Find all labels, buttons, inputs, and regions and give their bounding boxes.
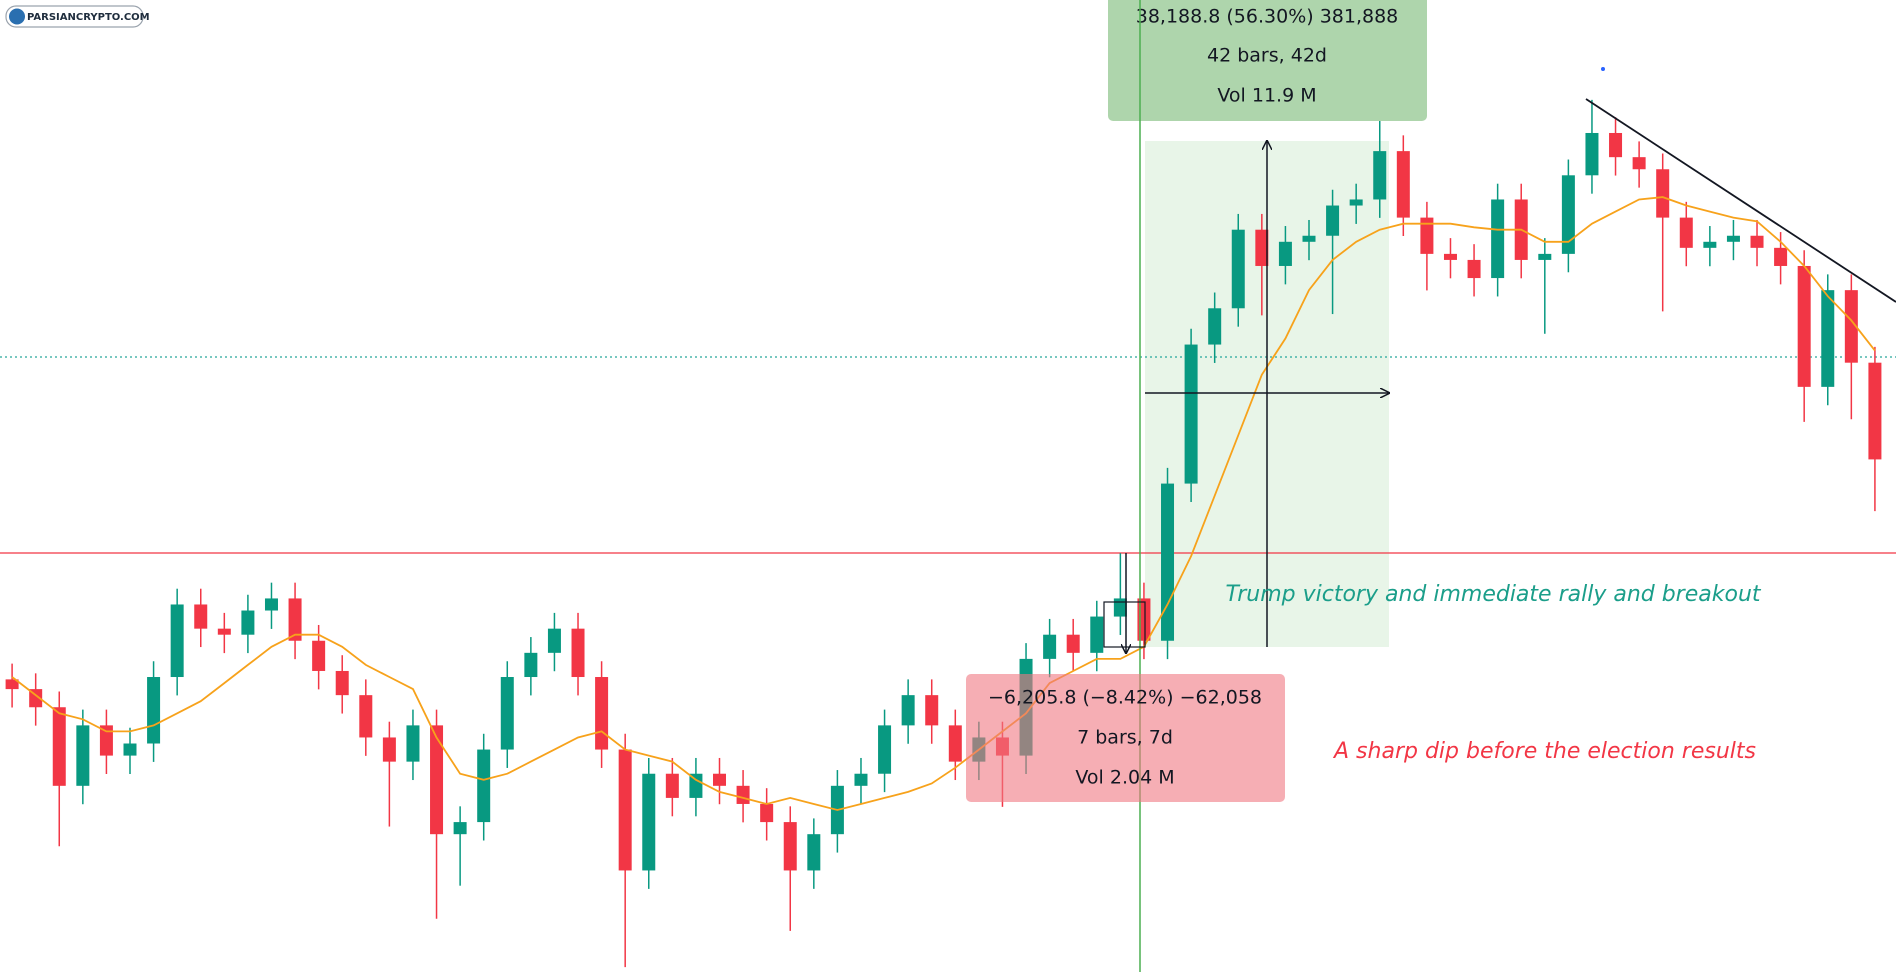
candle-body <box>948 725 962 762</box>
measure-box-up <box>1108 0 1427 121</box>
candle-body <box>1396 151 1410 218</box>
candle-body <box>1349 199 1363 206</box>
candle-body <box>76 725 90 786</box>
candle-body <box>194 604 208 629</box>
candle-body <box>1326 205 1340 236</box>
marker-dot <box>1601 67 1605 71</box>
measure-text: 38,188.8 (56.30%) 381,888 <box>1136 6 1399 28</box>
measure-text: Vol 11.9 M <box>1217 85 1316 107</box>
candle-body <box>1679 217 1693 248</box>
candle-body <box>1373 151 1387 200</box>
candle-body <box>1656 169 1670 218</box>
annotation: Trump victory and immediate rally and br… <box>1225 582 1761 607</box>
candle-body <box>807 834 821 871</box>
annotation: A sharp dip before the election results <box>1332 739 1756 764</box>
candle-body <box>477 749 491 823</box>
trend-line <box>1585 98 1896 303</box>
watermark: PARSIANCRYPTO.COM <box>27 12 150 23</box>
candle-body <box>1726 235 1740 242</box>
candle-body <box>1278 241 1292 266</box>
candle-body <box>1420 217 1434 254</box>
ma-line <box>11 196 1876 811</box>
candle-body <box>571 628 585 678</box>
candle-body <box>1161 483 1175 641</box>
candle-body <box>1231 229 1245 309</box>
measure-text: 42 bars, 42d <box>1207 45 1327 67</box>
candle-body <box>736 785 750 804</box>
candle-body <box>1538 253 1552 260</box>
candle-body <box>1844 290 1858 363</box>
candle-body <box>1066 634 1080 653</box>
measure-box-down <box>966 674 1285 802</box>
candle-body <box>1750 235 1764 248</box>
watermark-logo <box>9 8 25 25</box>
candle-body <box>689 773 703 798</box>
candle-body <box>595 677 609 750</box>
candle-body <box>241 610 255 635</box>
candle-body <box>618 749 632 871</box>
candle-body <box>288 598 302 641</box>
candle-body <box>335 670 349 696</box>
candle-body <box>1113 598 1127 617</box>
moving-average <box>11 196 1876 811</box>
candle-body <box>264 598 278 611</box>
candle-body <box>713 773 726 786</box>
measure-text: −6,205.8 (−8.42%) −62,058 <box>988 687 1262 709</box>
candle-body <box>642 773 656 871</box>
candle-body <box>453 822 467 835</box>
candle-body <box>382 737 396 762</box>
candle-body <box>783 822 797 871</box>
candle-body <box>430 725 444 835</box>
candle-body <box>1255 229 1269 266</box>
candle-body <box>901 695 915 726</box>
candle-body <box>1821 290 1835 387</box>
candle-body <box>1491 199 1505 279</box>
candle-body <box>760 803 774 823</box>
candle-body <box>1561 175 1575 254</box>
candle-body <box>1703 241 1717 248</box>
candle-body <box>1043 634 1057 659</box>
candle-body <box>312 640 326 671</box>
candle-body <box>1609 132 1623 158</box>
candle-body <box>854 773 868 786</box>
candle-body <box>1774 247 1788 266</box>
candle-body <box>1208 308 1222 345</box>
candle-body <box>1585 132 1599 176</box>
candle-body <box>1443 253 1457 260</box>
watermark-badge <box>5 5 144 28</box>
candle-body <box>524 652 538 678</box>
candle-body <box>217 628 231 635</box>
candle-body <box>1797 265 1811 387</box>
candle-body <box>1090 616 1104 653</box>
candle-body <box>52 707 66 786</box>
candle-body <box>1868 362 1882 460</box>
candle-body <box>123 743 137 756</box>
candle-body <box>925 695 939 726</box>
measure-text: 7 bars, 7d <box>1077 727 1173 749</box>
candle-body <box>5 679 19 690</box>
candle-body <box>406 725 420 762</box>
candle-body <box>99 725 113 756</box>
measure-text: Vol 2.04 M <box>1075 767 1174 789</box>
candle-body <box>665 773 679 798</box>
candle-body <box>170 604 184 678</box>
candle-body <box>1184 344 1198 484</box>
candle-body <box>878 725 892 774</box>
candle-body <box>500 677 514 750</box>
candle-body <box>1632 157 1646 170</box>
candle-body <box>1302 235 1316 242</box>
candle-body <box>1467 259 1481 279</box>
candle-body <box>147 677 161 744</box>
candle-body <box>359 695 373 738</box>
candle-body <box>547 628 561 653</box>
